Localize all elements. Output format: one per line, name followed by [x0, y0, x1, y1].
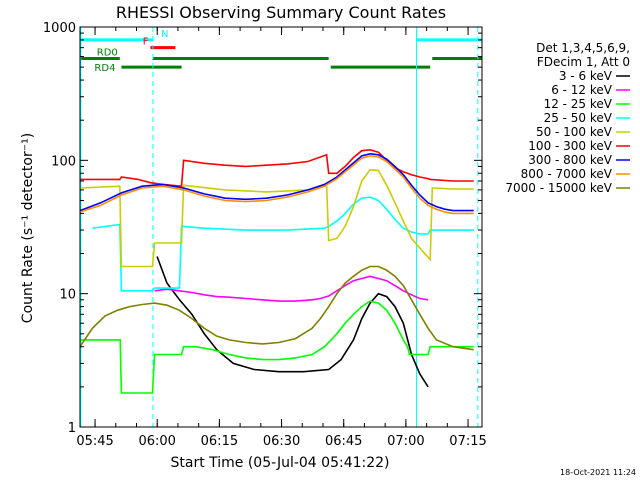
flag-label-rd0: RD0 — [97, 48, 118, 59]
series-line — [80, 148, 474, 188]
y-tick-label: 100 — [51, 154, 76, 169]
y-tick-label: 1000 — [43, 21, 76, 36]
x-tick-label: 07:00 — [387, 434, 424, 449]
x-tick-label: 07:15 — [449, 434, 486, 449]
flag-bars: N F RD0 RD4 — [80, 29, 482, 74]
y-tick-label: 1 — [68, 421, 76, 436]
flag-label-f: F — [143, 37, 149, 48]
legend-label: 100 - 300 keV — [528, 139, 612, 153]
legend-label: 25 - 50 keV — [544, 111, 613, 125]
y-axis-label: Count Rate (s⁻¹ detector⁻¹) — [20, 133, 36, 323]
legend-label: 300 - 800 keV — [528, 153, 612, 167]
series-line — [154, 275, 429, 302]
x-axis: 05:45 06:00 06:15 06:30 06:45 07:00 07:15 — [76, 27, 487, 449]
series-lines — [79, 148, 474, 394]
plot-frame — [79, 26, 483, 428]
series-line — [80, 300, 474, 394]
legend-label: 3 - 6 keV — [559, 69, 613, 83]
flag-label-n: N — [161, 29, 168, 40]
x-tick-label: 06:45 — [325, 434, 362, 449]
x-axis-label: Start Time (05-Jul-04 05:41:22) — [170, 455, 389, 471]
timestamp: 18-Oct-2021 11:24 — [560, 468, 636, 477]
series-line — [92, 196, 474, 292]
series-line — [79, 168, 474, 268]
vertical-markers — [80, 27, 479, 427]
legend-label: 12 - 25 keV — [544, 97, 613, 111]
legend-label: 7000 - 15000 keV — [505, 181, 612, 195]
legend-label: 800 - 7000 keV — [521, 167, 613, 181]
y-tick-label: 10 — [59, 288, 76, 303]
legend: Det 1,3,4,5,6,9,FDecim 1, Att 03 - 6 keV… — [505, 41, 630, 195]
legend-label: 50 - 100 keV — [536, 125, 613, 139]
series-line — [79, 265, 474, 351]
x-tick-label: 05:45 — [76, 434, 113, 449]
x-tick-label: 06:15 — [201, 434, 238, 449]
series-line — [156, 256, 429, 388]
x-tick-label: 06:30 — [263, 434, 300, 449]
series-line — [79, 152, 474, 212]
legend-header: FDecim 1, Att 0 — [537, 55, 630, 69]
x-tick-label: 06:00 — [138, 434, 175, 449]
legend-header: Det 1,3,4,5,6,9, — [536, 41, 630, 55]
flag-label-rd4: RD4 — [94, 63, 115, 74]
y-axis: 1 10 100 1000 — [43, 21, 482, 436]
series-line — [79, 155, 474, 215]
chart-title: RHESSI Observing Summary Count Rates — [116, 3, 446, 22]
legend-label: 6 - 12 keV — [551, 83, 613, 97]
